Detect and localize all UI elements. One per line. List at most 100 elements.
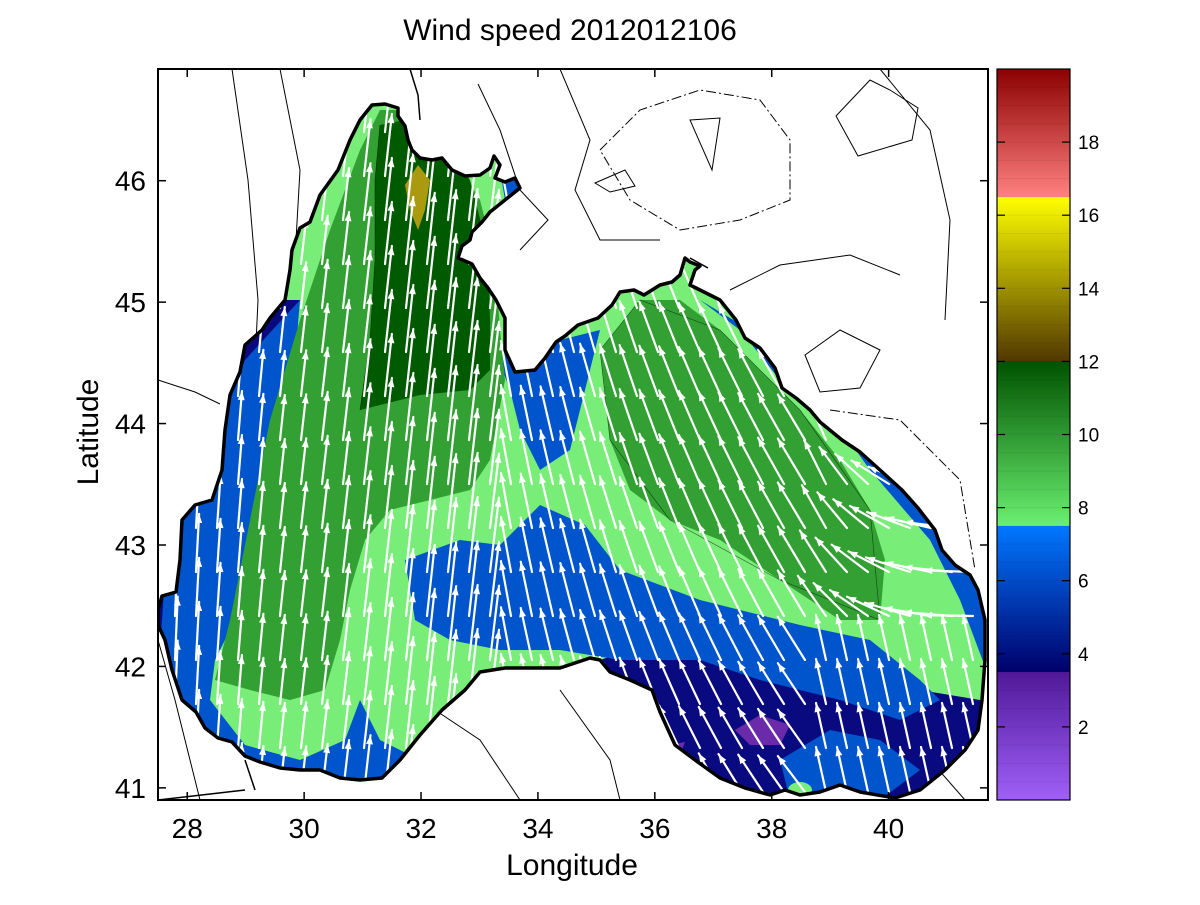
wind-arrow [658, 611, 681, 662]
wind-arrow [446, 365, 459, 442]
wind-arrow [404, 635, 416, 706]
wind-arrow [800, 484, 828, 530]
wind-arrow [341, 298, 352, 354]
wind-arrow [362, 558, 373, 618]
wind-arrow [320, 610, 331, 662]
wind-arrow [446, 409, 459, 486]
wind-arrow [677, 522, 702, 574]
wind-arrow [737, 524, 765, 574]
wind-arrow [539, 385, 555, 442]
wind-arrow [299, 481, 309, 530]
wind-arrow [818, 445, 849, 486]
wind-arrow [215, 649, 224, 706]
wind-arrow [697, 566, 723, 618]
wind-arrow [618, 610, 639, 662]
colorbar-gradient [997, 69, 1070, 800]
wind-arrow [776, 393, 807, 442]
wind-arrow [776, 569, 807, 618]
colorbar-tick-label: 18 [1078, 133, 1099, 154]
wind-arrow [278, 393, 288, 442]
wind-arrow [638, 432, 660, 486]
y-tick-label: 46 [115, 166, 146, 197]
wind-arrow [737, 480, 765, 530]
wind-arrow [776, 754, 807, 794]
shade-green-east [600, 300, 885, 620]
wind-arrow [961, 657, 975, 706]
wind-arrow [257, 700, 267, 750]
wind-arrow [756, 661, 786, 706]
wind-arrow [278, 701, 288, 750]
wind-arrow [341, 166, 352, 222]
wind-arrow [677, 612, 702, 662]
wind-arrow [446, 321, 459, 398]
wind-arrow [866, 510, 912, 530]
land-contour [559, 689, 621, 800]
wind-arrow [816, 491, 849, 530]
wind-arrow [257, 612, 267, 662]
wind-arrow [320, 258, 331, 310]
wind-arrow [257, 348, 267, 398]
wind-arrow [598, 343, 618, 398]
land-contour [835, 79, 919, 157]
wind-arrow [658, 658, 681, 706]
wind-arrow [638, 344, 660, 398]
wind-arrow [278, 525, 288, 574]
wind-arrow [756, 568, 786, 618]
wind-arrow [578, 430, 597, 486]
wind-arrow [658, 301, 681, 354]
wind-arrow [830, 543, 870, 574]
coast-extra-kerch [689, 257, 709, 269]
wind-arrow [236, 609, 245, 662]
land-contour [593, 169, 636, 193]
wind-arrow [320, 302, 331, 354]
wind-arrow [278, 349, 288, 398]
wind-arrow [756, 436, 786, 486]
x-tick-label: 38 [756, 813, 787, 844]
wind-arrow [737, 707, 765, 750]
colorbar-tick-label: 6 [1078, 572, 1089, 593]
wind-arrow [425, 323, 438, 398]
x-tick-label: 28 [172, 813, 203, 844]
wind-arrow [697, 302, 723, 354]
wind-arrow [446, 585, 459, 662]
wind-arrow [796, 574, 828, 618]
wind-arrow [717, 660, 744, 706]
wind-arrow [578, 562, 597, 618]
wind-arrow [320, 654, 331, 706]
wind-arrow [559, 561, 576, 618]
wind-arrow [919, 613, 933, 662]
x-tick-label: 36 [639, 813, 670, 844]
wind-arrow [940, 701, 954, 750]
wind-arrow [236, 565, 245, 618]
wind-arrow [618, 519, 639, 574]
wind-arrow [898, 701, 912, 750]
wind-arrow [362, 470, 373, 530]
wind-arrow [539, 561, 555, 618]
wind-arrow [362, 294, 373, 354]
wind-arrow [320, 698, 331, 750]
wind-arrow [299, 305, 309, 354]
wind-arrow [383, 156, 395, 222]
land-contour [689, 117, 721, 172]
wind-arrow [425, 411, 438, 486]
wind-arrow [638, 610, 660, 662]
land-contour [879, 69, 951, 321]
wind-arrow [598, 475, 618, 530]
wind-arrow [383, 244, 395, 310]
wind-arrow [404, 547, 416, 618]
wind-arrow [737, 753, 765, 794]
wind-arrow [425, 235, 438, 310]
wind-arrow [539, 517, 555, 574]
wind-arrow [578, 386, 597, 442]
shade-blue-center [405, 505, 940, 720]
wind-arrow [488, 540, 502, 618]
wind-arrow [638, 564, 660, 618]
colorbar-tick-label: 4 [1078, 645, 1089, 666]
wind-arrow [697, 478, 723, 530]
wind-arrow [559, 385, 576, 442]
y-tick-label: 41 [115, 773, 146, 804]
wind-arrow [559, 429, 576, 486]
wind-arrow [856, 745, 870, 794]
wind-arrow [278, 569, 288, 618]
